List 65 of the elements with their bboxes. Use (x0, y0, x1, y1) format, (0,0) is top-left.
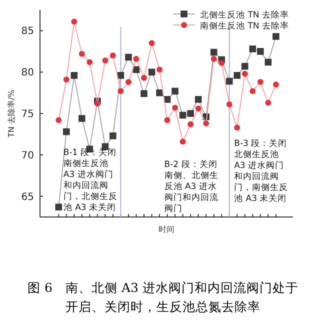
point (188, 121, 194, 128)
text: 图 6 南、北侧 A3 进水阀门和内回流阀门处于开启、关闭时，生反池总氮去除率 (26, 279, 300, 316)
point (86, 59, 93, 66)
point (241, 62, 248, 70)
point (226, 101, 232, 108)
point (56, 117, 62, 124)
y-tick-label: 80 (21, 68, 34, 79)
point (78, 115, 86, 122)
point (210, 48, 218, 56)
point (164, 117, 170, 124)
point (156, 66, 163, 73)
point (242, 70, 248, 77)
point (63, 76, 70, 83)
point (257, 79, 264, 86)
point (194, 96, 202, 103)
point (110, 52, 116, 59)
point (125, 54, 132, 61)
point (272, 33, 280, 40)
point (148, 40, 155, 46)
point (125, 79, 132, 86)
point (94, 100, 100, 107)
point (102, 58, 108, 64)
point (70, 72, 78, 79)
point (250, 88, 256, 94)
point (133, 56, 140, 62)
point (118, 88, 124, 94)
y-tick-label: 65 (21, 192, 34, 203)
annotation: B-3 段：关闭北侧生反池 A3 进水阀门和内回流阀门，南侧生反池 A3 未关闭 (234, 139, 290, 205)
point (117, 72, 124, 79)
point (78, 50, 85, 57)
point (226, 78, 233, 85)
point (148, 68, 156, 76)
y-tick-label: 75 (21, 109, 34, 120)
point (187, 110, 194, 117)
point (180, 138, 186, 145)
point (62, 128, 70, 136)
legend-label: 北侧生反池 TN 去除率 (200, 10, 289, 20)
point (272, 82, 279, 88)
y-axis-title: TN 去除率/% (7, 89, 16, 138)
point (55, 204, 62, 210)
point (132, 66, 140, 74)
point (140, 90, 148, 98)
legend-label: 南侧生反池 TN 去除率 (200, 20, 289, 32)
point (265, 100, 272, 106)
point (203, 120, 210, 126)
point (71, 18, 78, 25)
annotation: B-1 段：关闭南侧生反池 A3 进水阀门和内回流阀门，北侧生反池 A3 未关闭 (63, 148, 118, 214)
point (172, 104, 178, 111)
point (140, 74, 147, 81)
point (218, 60, 225, 66)
point (249, 46, 256, 52)
point (156, 89, 163, 96)
point (110, 132, 116, 140)
y-tick-label: 85 (21, 26, 34, 38)
point (234, 72, 241, 79)
point (234, 124, 240, 131)
x-axis-title: 时间 (158, 225, 174, 234)
point (172, 88, 178, 95)
point (179, 112, 186, 119)
point (257, 48, 264, 55)
y-tick-label: 70 (21, 150, 34, 162)
point (195, 106, 202, 112)
point (210, 56, 217, 62)
annotation: B-2 段：关闭南侧、北侧生反池 A3 进水阀门和内回流阀门 (164, 160, 220, 215)
point (264, 58, 272, 66)
